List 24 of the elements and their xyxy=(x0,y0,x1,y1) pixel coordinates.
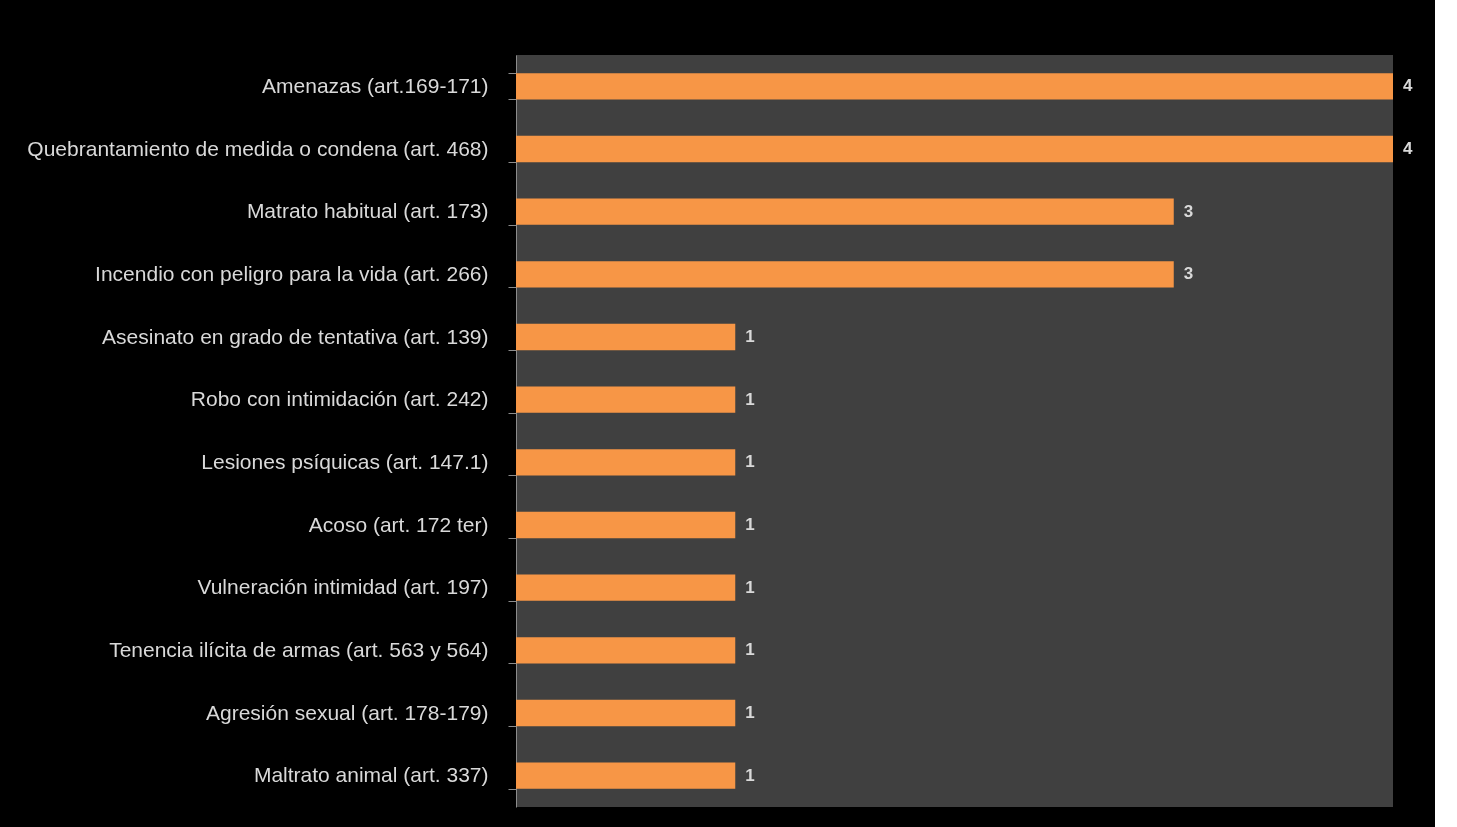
y-tick-label: Asesinato en grado de tentativa (art. 139) xyxy=(102,324,489,348)
data-label: 1 xyxy=(745,640,755,660)
y-tick-label: Tenencia ilícita de armas (art. 563 y 564) xyxy=(109,637,489,661)
data-label: 1 xyxy=(745,452,755,472)
data-label: 1 xyxy=(745,389,755,409)
data-label: 1 xyxy=(745,577,755,597)
y-tick-label: Vulneración intimidad (art. 197) xyxy=(197,575,489,599)
data-label: 3 xyxy=(1183,201,1194,221)
y-tick-label: Maltrato animal (art. 337) xyxy=(253,763,489,787)
y-tick-label: Amenazas (art.169-171) xyxy=(262,73,489,97)
data-label: 1 xyxy=(745,765,755,785)
data-label: 4 xyxy=(1403,139,1413,158)
data-label: 4 xyxy=(1403,76,1413,96)
data-label: 3 xyxy=(1183,264,1194,284)
y-tick-label: Incendio con peligro para la vida (art. 266) xyxy=(95,261,489,285)
data-label: 1 xyxy=(745,515,755,534)
y-tick-label: Lesiones psíquicas (art. 147.1) xyxy=(201,449,489,473)
data-label: 1 xyxy=(745,703,755,722)
y-tick-label: Acoso (art. 172 ter) xyxy=(308,512,489,536)
y-tick-label: Agresión sexual (art. 178-179) xyxy=(206,700,489,724)
y-tick-label: Matrato habitual (art. 173) xyxy=(246,199,489,223)
data-label: 1 xyxy=(745,327,755,346)
y-tick-label: Robo con intimidación (art. 242) xyxy=(190,387,489,411)
y-tick-label: Quebrantamiento de medida o condena (art. 468) xyxy=(27,136,489,160)
